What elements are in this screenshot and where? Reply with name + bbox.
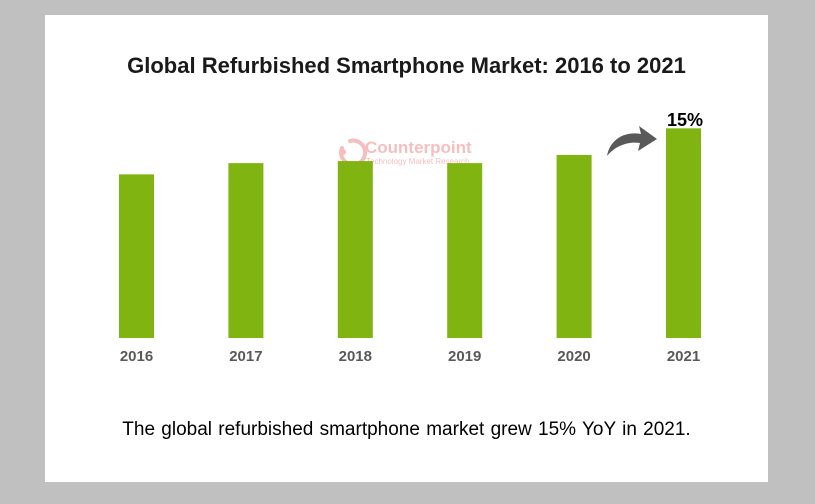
watermark-subtitle: Technology Market Research	[366, 157, 470, 166]
bar-series	[119, 128, 701, 338]
x-tick-label-2018: 2018	[339, 348, 372, 365]
bar-2016	[119, 174, 154, 338]
chart-caption: The global refurbished smartphone market…	[122, 419, 691, 440]
x-tick-label-2020: 2020	[557, 348, 590, 365]
x-tick-label-2016: 2016	[120, 348, 153, 365]
x-axis-ticks: 2016 2017 2018 2019 2020 2021	[120, 348, 700, 365]
chart-card: Global Refurbished Smartphone Market: 20…	[45, 15, 768, 482]
bar-2021	[666, 128, 701, 338]
counterpoint-watermark: Counterpoint Technology Market Research	[339, 138, 472, 167]
growth-arrow-icon	[607, 126, 657, 156]
watermark-name: Counterpoint	[365, 138, 472, 157]
growth-annotation: 15%	[667, 110, 703, 130]
chart-title: Global Refurbished Smartphone Market: 20…	[127, 53, 686, 78]
bar-2020	[556, 154, 592, 338]
bar-2019	[447, 163, 483, 338]
bar-chart: Counterpoint Technology Market Research …	[119, 110, 703, 365]
bar-2017	[228, 163, 264, 338]
x-tick-label-2021: 2021	[667, 348, 700, 365]
x-tick-label-2019: 2019	[448, 348, 481, 365]
counterpoint-logo-icon	[339, 138, 368, 167]
bar-2018	[337, 161, 373, 338]
x-tick-label-2017: 2017	[229, 348, 262, 365]
